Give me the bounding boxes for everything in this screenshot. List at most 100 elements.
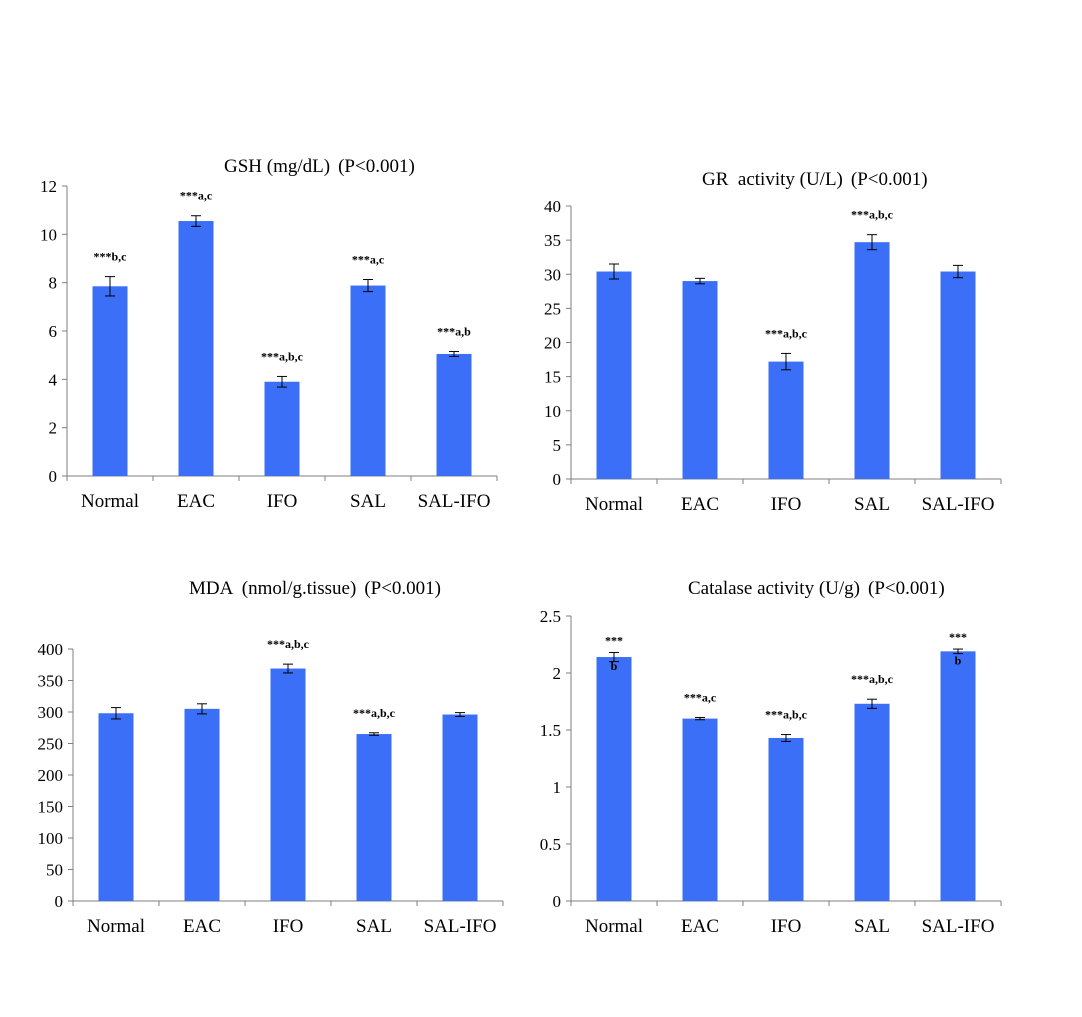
x-tick-label: IFO <box>267 491 298 512</box>
panel-title-gr: GR activity (U/L) (P<0.001) <box>683 147 928 213</box>
x-tick-label: EAC <box>681 494 719 515</box>
y-tick-label: 400 <box>38 640 64 659</box>
chart-gr-activity: 0 5 10 15 20 25 30 35 40 Normal EAC IFO ***a,b,c SAL *… <box>544 197 1002 515</box>
significance-label: b <box>611 659 618 673</box>
bar <box>596 271 632 479</box>
y-tick-label: 10 <box>40 225 57 244</box>
significance-label: ***b,c <box>94 250 128 264</box>
significance-label: ***a,b,c <box>267 637 310 651</box>
y-tick-label: 0 <box>55 892 64 911</box>
y-tick-label: 6 <box>49 322 58 341</box>
x-tick-label: SAL-IFO <box>922 494 995 515</box>
bar <box>854 703 890 901</box>
p-value-text: (P<0.001) <box>868 578 945 599</box>
bar <box>682 281 718 479</box>
y-tick-label: 0 <box>553 470 562 489</box>
y-tick-label: 0 <box>49 467 58 486</box>
chart-mda: 0 50 100 150 200 250 300 350 400 Normal EAC IFO ***a… <box>38 637 504 937</box>
bar <box>768 737 804 901</box>
x-tick-label: SAL <box>854 916 890 937</box>
x-tick-label: EAC <box>177 491 215 512</box>
p-value-text: (P<0.001) <box>364 578 441 599</box>
y-tick-label: 35 <box>544 231 561 250</box>
y-tick-label: 100 <box>38 829 64 848</box>
x-tick-label: SAL-IFO <box>418 491 491 512</box>
y-tick-label: 50 <box>46 861 63 880</box>
bar <box>768 361 804 479</box>
y-tick-label: 20 <box>544 334 561 353</box>
bar <box>436 353 472 476</box>
x-tick-label: Normal <box>81 491 139 512</box>
x-tick-label: Normal <box>87 916 145 937</box>
title-text: MDA (nmol/g.tissue) <box>189 578 357 599</box>
y-tick-label: 15 <box>544 368 561 387</box>
y-tick-label: 200 <box>38 766 64 785</box>
chart-catalase-activity: 0 0.5 1 1.5 2 2.5 Normal *** b EAC ***a,c IFO ***a,b… <box>540 607 1002 937</box>
bar <box>854 242 890 479</box>
x-tick-label: IFO <box>771 494 802 515</box>
bar <box>682 718 718 901</box>
x-tick-label: Normal <box>585 494 643 515</box>
x-tick-label: SAL <box>854 494 890 515</box>
y-tick-label: 4 <box>49 370 58 389</box>
significance-label: ***a,c <box>684 690 717 704</box>
y-tick-label: 5 <box>553 436 562 455</box>
significance-label: ***a,b,c <box>353 706 396 720</box>
x-tick-label: IFO <box>771 916 802 937</box>
bar <box>940 271 976 479</box>
bar <box>92 286 128 476</box>
y-tick-label: 300 <box>38 703 64 722</box>
y-tick-label: 2 <box>553 664 562 683</box>
bar <box>270 668 306 901</box>
y-tick-label: 40 <box>544 197 561 216</box>
x-tick-label: IFO <box>273 916 304 937</box>
bar <box>178 221 214 476</box>
y-tick-label: 1.5 <box>540 721 561 740</box>
significance-label: ***a,b,c <box>765 708 808 722</box>
y-tick-label: 1 <box>553 778 562 797</box>
bar <box>596 657 632 901</box>
bar <box>940 651 976 901</box>
significance-label: b <box>955 653 962 667</box>
bar <box>350 285 386 476</box>
x-tick-label: EAC <box>183 916 221 937</box>
significance-label: ***a,b,c <box>765 326 808 340</box>
significance-label: ***a,c <box>352 253 385 267</box>
y-tick-label: 8 <box>49 274 58 293</box>
significance-label: ***a,b,c <box>261 349 304 363</box>
chart-gsh: 0 2 4 6 8 10 12 Normal ***b,c EAC ***a,c IFO ***a,b,… <box>40 177 498 512</box>
y-tick-label: 350 <box>38 672 64 691</box>
bar <box>442 714 478 901</box>
panel-title-gsh: GSH (mg/dL) (P<0.001) <box>205 134 415 200</box>
bar <box>264 381 300 476</box>
panel-title-catalase: Catalase activity (U/g) (P<0.001) <box>669 556 945 622</box>
y-tick-label: 250 <box>38 735 64 754</box>
bar <box>98 713 134 901</box>
y-tick-label: 12 <box>40 177 57 196</box>
significance-label: ***a,b,c <box>851 208 894 222</box>
title-text: GSH (mg/dL) <box>224 156 331 177</box>
significance-label: ***a,b <box>437 325 471 339</box>
y-tick-label: 25 <box>544 299 561 318</box>
bar <box>184 708 220 901</box>
title-text: Catalase activity (U/g) <box>688 578 860 599</box>
title-text: GR activity (U/L) <box>702 169 843 190</box>
x-tick-label: SAL <box>350 491 386 512</box>
x-tick-label: SAL <box>356 916 392 937</box>
y-tick-label: 2 <box>49 419 58 438</box>
significance-label: *** <box>949 630 967 644</box>
y-tick-label: 10 <box>544 402 561 421</box>
y-tick-label: 0.5 <box>540 835 561 854</box>
panel-title-mda: MDA (nmol/g.tissue) (P<0.001) <box>170 556 441 622</box>
x-tick-label: SAL-IFO <box>424 916 497 937</box>
y-tick-label: 150 <box>38 798 64 817</box>
x-tick-label: EAC <box>681 916 719 937</box>
y-tick-label: 2.5 <box>540 607 561 626</box>
y-tick-label: 30 <box>544 265 561 284</box>
x-tick-label: Normal <box>585 916 643 937</box>
bar <box>356 734 392 901</box>
significance-label: *** <box>605 633 623 647</box>
p-value-text: (P<0.001) <box>338 156 415 177</box>
